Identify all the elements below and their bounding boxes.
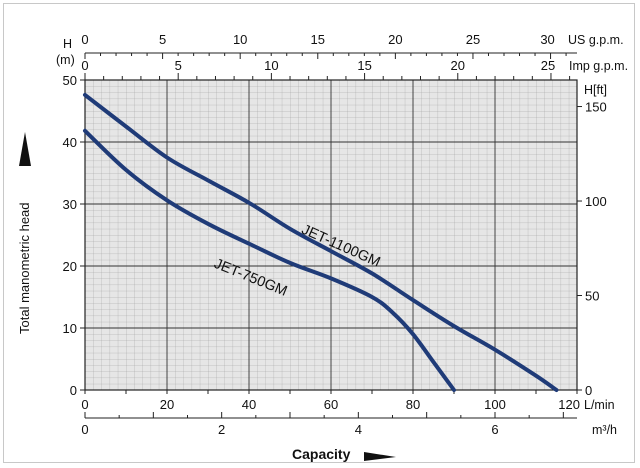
x-lmin-tick-label: 60 [324, 397, 338, 412]
us-gpm-tick-label: 25 [466, 32, 480, 47]
x-axis-arrow-icon [364, 452, 396, 461]
x-m3h-tick-label: 0 [81, 422, 88, 437]
y-left-tick-label: 0 [70, 383, 77, 398]
x-lmin-tick-label: 100 [484, 397, 506, 412]
x-lmin-tick-label: 40 [242, 397, 256, 412]
lmin-unit: L/min [584, 398, 615, 412]
y-left-tick-label: 10 [63, 321, 77, 336]
y-axis-right: 0 50 100 150 [577, 100, 607, 398]
imp-gpm-tick-label: 5 [175, 58, 182, 73]
imp-gpm-tick-label: 15 [357, 58, 371, 73]
us-gpm-tick-label: 5 [159, 32, 166, 47]
y-right-tick-label: 50 [585, 289, 599, 304]
imp-gpm-unit: Imp g.p.m. [569, 59, 628, 73]
us-gpm-tick-label: 30 [540, 32, 554, 47]
series-line-1 [83, 92, 559, 392]
chart-frame: 0 5 10 15 20 25 30 US g.p.m. 0 5 10 15 20 25 Imp g.… [3, 3, 635, 463]
us-gpm-tick-label: 10 [233, 32, 247, 47]
y-right-tick-label: 150 [585, 100, 607, 115]
y-symbol-left: H [63, 37, 72, 51]
us-gpm-tick-label: 15 [311, 32, 325, 47]
imp-gpm-tick-label: 10 [264, 58, 278, 73]
us-gpm-tick-label: 20 [388, 32, 402, 47]
x-lmin-tick-label: 20 [160, 397, 174, 412]
pump-performance-chart: 0 5 10 15 20 25 30 US g.p.m. 0 5 10 15 20 25 Imp g.… [17, 32, 628, 462]
y-left-tick-label: 20 [63, 259, 77, 274]
x-axis-m3h: 0 2 4 6 [81, 412, 564, 437]
x-axis-lmin: 0 20 40 60 80 100 120 [81, 390, 580, 412]
imp-gpm-tick-label: 20 [451, 58, 465, 73]
us-gpm-unit: US g.p.m. [568, 33, 624, 47]
series-line-2 [83, 128, 456, 392]
x-axis-title: Capacity [292, 446, 351, 462]
x-m3h-tick-label: 6 [491, 422, 498, 437]
m3h-unit: m³/h [592, 423, 617, 437]
x-lmin-tick-label: 80 [406, 397, 420, 412]
y-left-tick-label: 40 [63, 135, 77, 150]
y-right-tick-label: 0 [585, 383, 592, 398]
y-left-tick-label: 30 [63, 197, 77, 212]
imp-gpm-axis: 0 5 10 15 20 25 [81, 58, 571, 80]
imp-gpm-tick-label: 25 [541, 58, 555, 73]
imp-gpm-tick-label: 0 [81, 58, 88, 73]
y-axis-left: 0 10 20 30 40 50 [63, 73, 85, 398]
y-axis-title-group: Total manometric head [17, 132, 32, 334]
x-m3h-tick-label: 2 [218, 422, 225, 437]
y-right-tick-label: 100 [585, 194, 607, 209]
y-unit-left: (m) [56, 53, 75, 67]
x-lmin-tick-label: 0 [81, 397, 88, 412]
y-unit-right: H[ft] [584, 83, 607, 97]
x-lmin-tick-label: 120 [558, 397, 580, 412]
y-left-tick-label: 50 [63, 73, 77, 88]
curves [83, 92, 559, 392]
y-axis-title: Total manometric head [17, 202, 32, 334]
y-axis-arrow-icon [19, 132, 31, 166]
us-gpm-tick-label: 0 [81, 32, 88, 47]
us-gpm-axis: 0 5 10 15 20 25 30 [81, 32, 567, 59]
x-m3h-tick-label: 4 [355, 422, 362, 437]
